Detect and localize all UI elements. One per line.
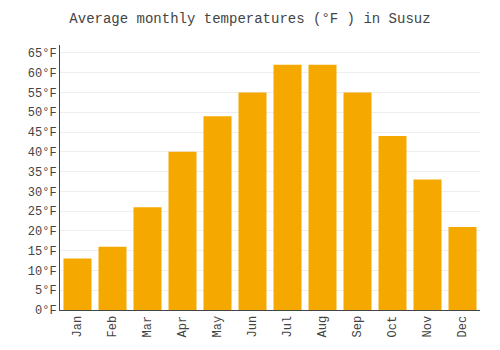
svg-text:May: May	[211, 316, 225, 338]
svg-text:Oct: Oct	[386, 316, 400, 338]
svg-text:50°F: 50°F	[28, 106, 57, 120]
svg-text:65°F: 65°F	[28, 47, 57, 61]
svg-text:Jan: Jan	[71, 316, 85, 338]
svg-text:Average monthly temperatures (: Average monthly temperatures (°F ) in Su…	[69, 11, 430, 27]
svg-text:Nov: Nov	[421, 316, 435, 338]
svg-text:15°F: 15°F	[28, 245, 57, 259]
svg-text:30°F: 30°F	[28, 186, 57, 200]
svg-text:10°F: 10°F	[28, 265, 57, 279]
svg-text:Aug: Aug	[316, 316, 330, 338]
svg-text:55°F: 55°F	[28, 87, 57, 101]
svg-text:0°F: 0°F	[35, 304, 57, 318]
svg-text:25°F: 25°F	[28, 205, 57, 219]
svg-text:Jul: Jul	[281, 316, 295, 338]
svg-text:Mar: Mar	[141, 316, 155, 338]
svg-text:35°F: 35°F	[28, 166, 57, 180]
svg-text:5°F: 5°F	[35, 284, 57, 298]
svg-text:20°F: 20°F	[28, 225, 57, 239]
svg-text:Jun: Jun	[246, 316, 260, 338]
svg-text:40°F: 40°F	[28, 146, 57, 160]
svg-text:Dec: Dec	[456, 316, 470, 338]
svg-text:60°F: 60°F	[28, 67, 57, 81]
svg-text:Feb: Feb	[106, 316, 120, 338]
svg-text:45°F: 45°F	[28, 126, 57, 140]
svg-text:Sep: Sep	[351, 316, 365, 338]
svg-text:Apr: Apr	[176, 316, 190, 338]
